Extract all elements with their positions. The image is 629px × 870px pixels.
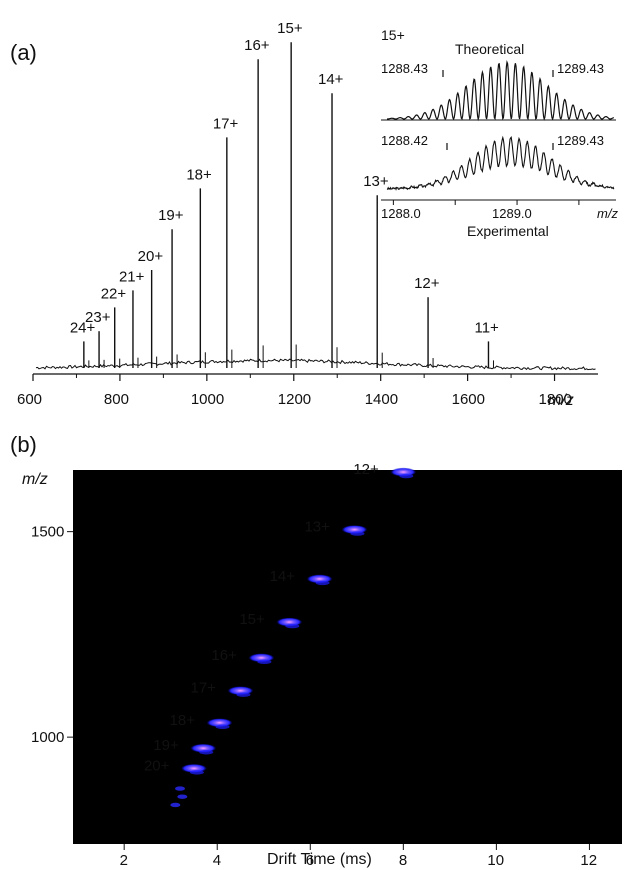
peak-label-19plus: 19+ bbox=[158, 207, 184, 224]
inset-tick-label-1289: 1289.0 bbox=[492, 206, 532, 221]
panel-a-label: (a) bbox=[10, 40, 37, 65]
x-tick-label: 1800 bbox=[539, 391, 572, 408]
heatmap-label-12plus: 12+ bbox=[353, 461, 379, 478]
heatmap-spot-tail bbox=[199, 750, 214, 755]
peak-label-15plus: 15+ bbox=[277, 20, 303, 37]
inset-charge-label: 15+ bbox=[381, 27, 405, 43]
heatmap-label-19plus: 19+ bbox=[153, 737, 179, 754]
x-tick-label: 1400 bbox=[365, 391, 398, 408]
inset-x-axis-title: m/z bbox=[597, 206, 618, 221]
peak-label-17plus: 17+ bbox=[213, 115, 239, 132]
heatmap-spot-tail bbox=[285, 623, 300, 629]
experimental-isotope-trace bbox=[386, 135, 615, 191]
heatmap-x-tick-label: 6 bbox=[306, 852, 314, 869]
heatmap-y-ticks: 1000 1500 bbox=[31, 524, 73, 746]
peak-label-20plus: 20+ bbox=[138, 248, 164, 265]
heatmap-label-16plus: 16+ bbox=[211, 647, 237, 664]
heatmap-spot-tail bbox=[257, 659, 272, 665]
heatmap-x-tick-label: 10 bbox=[487, 852, 504, 869]
x-tick-label: 800 bbox=[104, 391, 129, 408]
peak-label-23plus: 23+ bbox=[85, 309, 111, 326]
heatmap-minor-spot bbox=[170, 802, 181, 808]
x-tick-label: 1600 bbox=[452, 391, 485, 408]
heatmap-spot-tail bbox=[189, 770, 204, 775]
spectrum-x-ticks: 600 800 1000 1200 1400 1600 1800 bbox=[17, 374, 572, 408]
heatmap-label-14plus: 14+ bbox=[270, 568, 296, 585]
spectrum-baseline bbox=[35, 358, 596, 371]
heatmap-spot-tail bbox=[315, 580, 330, 586]
peak-label-16plus: 16+ bbox=[244, 37, 270, 54]
x-tick-label: 1000 bbox=[191, 391, 224, 408]
inset-theoretical-right-mz: 1289.43 bbox=[557, 61, 604, 76]
heatmap-label-18plus: 18+ bbox=[170, 712, 196, 729]
heatmap-x-tick-label: 2 bbox=[120, 852, 128, 869]
heatmap-spot-tail bbox=[215, 724, 230, 729]
panel-b-label: (b) bbox=[10, 432, 37, 457]
heatmap-x-tick-label: 8 bbox=[399, 852, 407, 869]
heatmap-spots bbox=[170, 467, 417, 808]
heatmap-spot-tail bbox=[350, 531, 365, 536]
peak-label-11plus: 11+ bbox=[474, 319, 499, 336]
heatmap-charge-labels: 20+ 19+ 18+ 17+ 16+ 15+ 14+ 13+ 12+ bbox=[144, 461, 379, 774]
heatmap-label-13plus: 13+ bbox=[304, 519, 330, 536]
spectrum-peaks bbox=[83, 42, 494, 368]
peak-label-13plus: 13+ bbox=[363, 173, 389, 190]
peak-label-21plus: 21+ bbox=[119, 268, 145, 285]
peak-label-14plus: 14+ bbox=[318, 71, 344, 88]
mass-spectrum bbox=[35, 358, 596, 371]
heatmap-spot-tail bbox=[399, 473, 414, 479]
heatmap-y-axis-title: m/z bbox=[22, 471, 48, 488]
peak-labels: 24+23+ 22+21+ 20+ 19+ 18+ 17+ 16+ 15+ 14+ 13+ 12+ 1… bbox=[70, 20, 499, 336]
peak-label-24plus: 24+ bbox=[70, 319, 96, 336]
heatmap-y-tick-label: 1500 bbox=[31, 524, 64, 541]
inset-experimental-label: Experimental bbox=[467, 223, 549, 239]
inset-experimental-left-mz: 1288.42 bbox=[381, 133, 428, 148]
heatmap-label-15plus: 15+ bbox=[239, 611, 265, 628]
heatmap-minor-spot bbox=[175, 786, 186, 791]
peak-label-18plus: 18+ bbox=[186, 166, 212, 183]
inset-tick-label-1288: 1288.0 bbox=[381, 206, 421, 221]
heatmap-x-tick-label: 12 bbox=[580, 852, 597, 869]
heatmap-x-tick-label: 4 bbox=[213, 852, 221, 869]
heatmap-label-20plus: 20+ bbox=[144, 757, 170, 774]
heatmap-spot-tail bbox=[236, 692, 251, 697]
inset-x-ticks bbox=[392, 70, 580, 205]
heatmap-y-tick-label: 1000 bbox=[31, 729, 64, 746]
isotope-inset: 15+ Theoretical 1288.43 1289.43 1288.42 … bbox=[381, 27, 618, 239]
spectrum-x-axis-title: m/z bbox=[548, 392, 574, 409]
heatmap-x-ticks: 2 4 6 8 10 12 bbox=[120, 844, 597, 869]
inset-experimental-right-mz: 1289.43 bbox=[557, 133, 604, 148]
heatmap-minor-spot bbox=[177, 794, 188, 799]
heatmap-label-17plus: 17+ bbox=[190, 680, 216, 697]
x-tick-label: 1200 bbox=[278, 391, 311, 408]
inset-theoretical-label: Theoretical bbox=[455, 41, 524, 57]
peak-label-12plus: 12+ bbox=[414, 275, 440, 292]
peak-label-22plus: 22+ bbox=[101, 285, 127, 302]
inset-theoretical-left-mz: 1288.43 bbox=[381, 61, 428, 76]
theoretical-isotope-trace bbox=[387, 59, 614, 122]
x-tick-label: 600 bbox=[17, 391, 42, 408]
heatmap-x-axis-title: Drift Time (ms) bbox=[267, 851, 372, 868]
